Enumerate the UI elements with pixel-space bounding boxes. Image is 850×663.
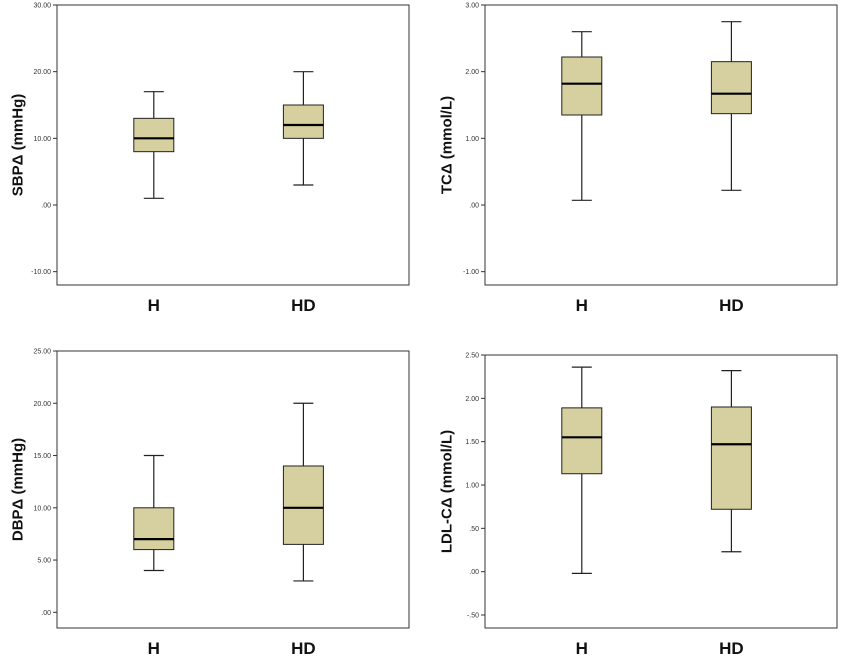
category-label: H xyxy=(148,296,160,315)
category-label: HD xyxy=(719,639,744,658)
chart-panel-1: -10.00 .00 10.00 20.00 30.00 SBPΔ (mmHg) H HD xyxy=(10,3,410,315)
y-tick-label: 15.00 xyxy=(33,453,51,460)
y-axis-title: TCΔ (mmol/L) xyxy=(439,96,456,194)
plot-frame xyxy=(484,354,838,629)
iqr-box xyxy=(282,104,324,139)
y-tick-label: .50 xyxy=(469,526,479,533)
plot-frame xyxy=(484,4,838,286)
y-tick-label: -.50 xyxy=(467,613,479,620)
box-h xyxy=(133,91,175,199)
y-tick-label: 1.00 xyxy=(465,483,479,490)
y-tick-label: .00 xyxy=(469,569,479,576)
chart-panel-2: -1.00 .00 1.00 2.00 3.00 TCΔ (mmol/L) H HD xyxy=(439,3,838,315)
iqr-box xyxy=(133,507,175,551)
y-tick-label: 1.50 xyxy=(465,439,479,446)
y-tick-label: -10.00 xyxy=(31,269,51,276)
y-tick-label: 2.50 xyxy=(465,353,479,360)
category-label: H xyxy=(148,639,160,658)
box-hd xyxy=(710,370,752,553)
iqr-box xyxy=(561,407,603,475)
box-h xyxy=(561,31,603,201)
chart-panel-3: .00 5.00 10.00 15.00 20.00 25.00 DBPΔ (mmHg) H H… xyxy=(10,349,410,658)
y-tick-label: .00 xyxy=(41,203,51,210)
category-label: H xyxy=(576,639,588,658)
category-label: HD xyxy=(291,639,316,658)
y-axis-title: DBPΔ (mmHg) xyxy=(10,438,27,541)
y-tick-label: 2.00 xyxy=(465,69,479,76)
y-axis-title: LDL-CΔ (mmol/L) xyxy=(439,430,456,553)
box-hd xyxy=(710,21,752,191)
category-label: H xyxy=(576,296,588,315)
iqr-box xyxy=(133,117,175,153)
iqr-box xyxy=(710,61,752,115)
plot-frame xyxy=(56,4,410,286)
y-tick-label: 20.00 xyxy=(33,69,51,76)
y-tick-label: 20.00 xyxy=(33,401,51,408)
y-tick-label: 5.00 xyxy=(37,558,51,565)
box-h xyxy=(133,454,175,572)
y-tick-label: 25.00 xyxy=(33,349,51,356)
y-tick-label: 1.00 xyxy=(465,136,479,143)
y-tick-label: 3.00 xyxy=(465,3,479,10)
iqr-box xyxy=(710,406,752,510)
y-tick-label: -1.00 xyxy=(463,269,479,276)
category-label: HD xyxy=(291,296,316,315)
box-h xyxy=(561,366,603,575)
y-tick-label: .00 xyxy=(41,610,51,617)
y-tick-label: 2.00 xyxy=(465,396,479,403)
y-tick-label: 10.00 xyxy=(33,505,51,512)
box-hd xyxy=(282,402,324,582)
y-tick-label: 10.00 xyxy=(33,136,51,143)
y-tick-label: 30.00 xyxy=(33,3,51,10)
y-tick-label: .00 xyxy=(469,203,479,210)
plot-frame xyxy=(56,350,410,629)
chart-panel-4: -.50 .00 .50 1.00 1.50 2.00 2.50 LDL-CΔ (mmol/L… xyxy=(439,353,838,658)
box-hd xyxy=(282,71,324,186)
category-label: HD xyxy=(719,296,744,315)
iqr-box xyxy=(282,465,324,545)
iqr-box xyxy=(561,56,603,116)
y-axis-title: SBPΔ (mmHg) xyxy=(10,94,27,196)
